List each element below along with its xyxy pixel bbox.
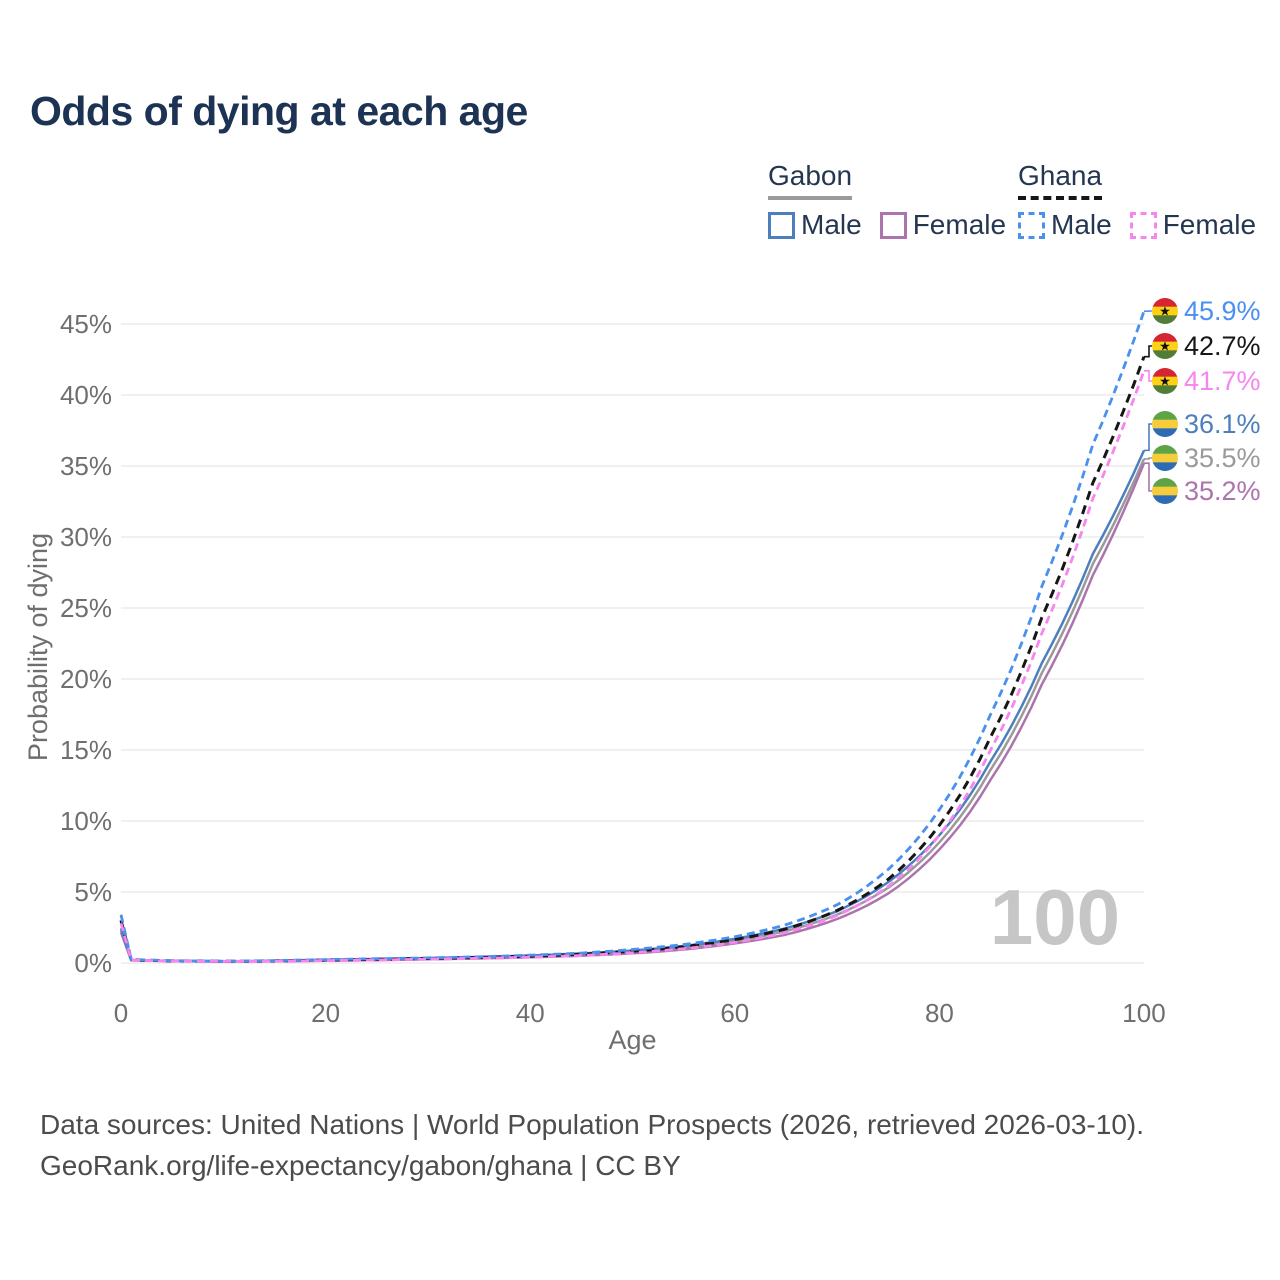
gabon-flag-icon <box>1152 445 1178 471</box>
page-title: Odds of dying at each age <box>30 88 528 134</box>
legend-item-ghana-female[interactable]: Female <box>1129 209 1257 241</box>
x-tick-label: 80 <box>925 998 954 1028</box>
y-tick-label: 25% <box>60 593 112 623</box>
y-tick-label: 35% <box>60 451 112 481</box>
x-axis-title: Age <box>608 1025 656 1055</box>
x-tick-label: 60 <box>720 998 749 1028</box>
flag-stripe <box>1152 495 1178 504</box>
flag-stripe <box>1152 428 1178 437</box>
series-line-ghana-male[interactable] <box>119 310 1146 963</box>
legend-item-ghana-male[interactable]: Male <box>1018 209 1112 241</box>
legend-row-gabon: Male Female <box>768 209 1006 241</box>
y-tick-label: 45% <box>60 309 112 339</box>
flag-stripe <box>1152 411 1178 421</box>
data-sources-line1: Data sources: United Nations | World Pop… <box>40 1109 1145 1140</box>
end-value-label-gabon-male: 36.1% <box>1184 409 1261 439</box>
flag-stripe <box>1152 478 1178 488</box>
flag-stripe <box>1152 385 1178 394</box>
legend-item-gabon-male[interactable]: Male <box>768 209 862 241</box>
flag-star: ★ <box>1159 304 1171 319</box>
end-label-connector-gabon-all <box>1144 457 1152 460</box>
end-label-connector-gabon-female <box>1144 462 1152 492</box>
legend-item-label: Male <box>1051 209 1112 240</box>
ghana-female-swatch-icon <box>1129 211 1157 239</box>
gabon-male-swatch-icon <box>768 211 795 239</box>
legend-group-ghana: Ghana Male Female <box>1018 160 1256 241</box>
series-line-ghana-female[interactable] <box>119 370 1146 963</box>
ghana-male-swatch-icon <box>1018 211 1045 239</box>
ghana-flag-icon: ★ <box>1152 368 1178 394</box>
flag-star: ★ <box>1159 374 1171 389</box>
gabon-flag-icon <box>1152 478 1178 504</box>
flag-stripe <box>1152 350 1178 359</box>
data-sources-line2[interactable]: GeoRank.org/life-expectancy/gabon/ghana … <box>40 1150 681 1181</box>
legend-row-ghana: Male Female <box>1018 209 1256 241</box>
flag-stripe <box>1152 486 1178 496</box>
flag-stripe <box>1152 298 1178 308</box>
data-sources: Data sources: United Nations | World Pop… <box>40 1104 1144 1186</box>
flag-star: ★ <box>1159 339 1171 354</box>
end-value-label-gabon-female: 35.2% <box>1184 476 1261 506</box>
legend-group-gabon: Gabon Male Female <box>768 160 1006 241</box>
flag-stripe <box>1152 462 1178 471</box>
end-value-label-ghana-female: 41.7% <box>1184 366 1261 396</box>
flag-stripe <box>1152 315 1178 324</box>
legend-item-label: Male <box>801 209 862 240</box>
legend-item-label: Female <box>1162 209 1257 240</box>
end-value-label-gabon-all: 35.5% <box>1184 443 1261 473</box>
flag-stripe <box>1152 453 1178 463</box>
end-value-label-ghana-all: 42.7% <box>1184 331 1261 361</box>
flag-stripe <box>1152 333 1178 343</box>
flag-stripe <box>1152 341 1178 351</box>
line-chart: 0% 5% 10% 15% 20% 25% 30% 35% 40% 45% 0 20 40 60 80 100… <box>23 296 1261 1055</box>
end-value-label-ghana-male: 45.9% <box>1184 296 1261 326</box>
flag-stripe <box>1152 368 1178 378</box>
x-tick-label: 20 <box>311 998 340 1028</box>
legend-country-gabon[interactable]: Gabon <box>768 160 853 200</box>
y-tick-label: 20% <box>60 664 112 694</box>
y-axis-title: Probability of dying <box>23 533 53 761</box>
y-tick-label: 0% <box>74 948 112 978</box>
x-tick-label: 40 <box>516 998 545 1028</box>
gabon-flag-icon <box>1152 411 1178 437</box>
ghana-flag-icon: ★ <box>1152 333 1178 359</box>
flag-stripe <box>1152 445 1178 455</box>
legend-country-ghana[interactable]: Ghana <box>1018 160 1103 200</box>
flag-stripe <box>1152 306 1178 316</box>
y-tick-label: 5% <box>74 877 112 907</box>
x-tick-label: 0 <box>114 998 128 1028</box>
flag-stripe <box>1152 419 1178 429</box>
end-label-connector-ghana-female <box>1144 370 1152 382</box>
chart-legend: Gabon Male Female Ghana Male Female <box>0 160 1280 250</box>
y-tick-label: 40% <box>60 380 112 410</box>
flag-stripe <box>1152 376 1178 386</box>
gabon-female-swatch-icon <box>879 211 907 239</box>
x-tick-label: 100 <box>1122 998 1165 1028</box>
series-line-ghana-all[interactable] <box>119 356 1146 963</box>
end-label-connector-ghana-all <box>1144 345 1152 358</box>
y-tick-label: 15% <box>60 735 112 765</box>
y-tick-label: 10% <box>60 806 112 836</box>
legend-item-label: Female <box>912 209 1007 240</box>
legend-item-gabon-female[interactable]: Female <box>879 209 1007 241</box>
ghana-flag-icon: ★ <box>1152 298 1178 324</box>
end-label-connector-gabon-male <box>1144 423 1152 452</box>
y-tick-label: 30% <box>60 522 112 552</box>
watermark-age-100: 100 <box>990 873 1120 961</box>
